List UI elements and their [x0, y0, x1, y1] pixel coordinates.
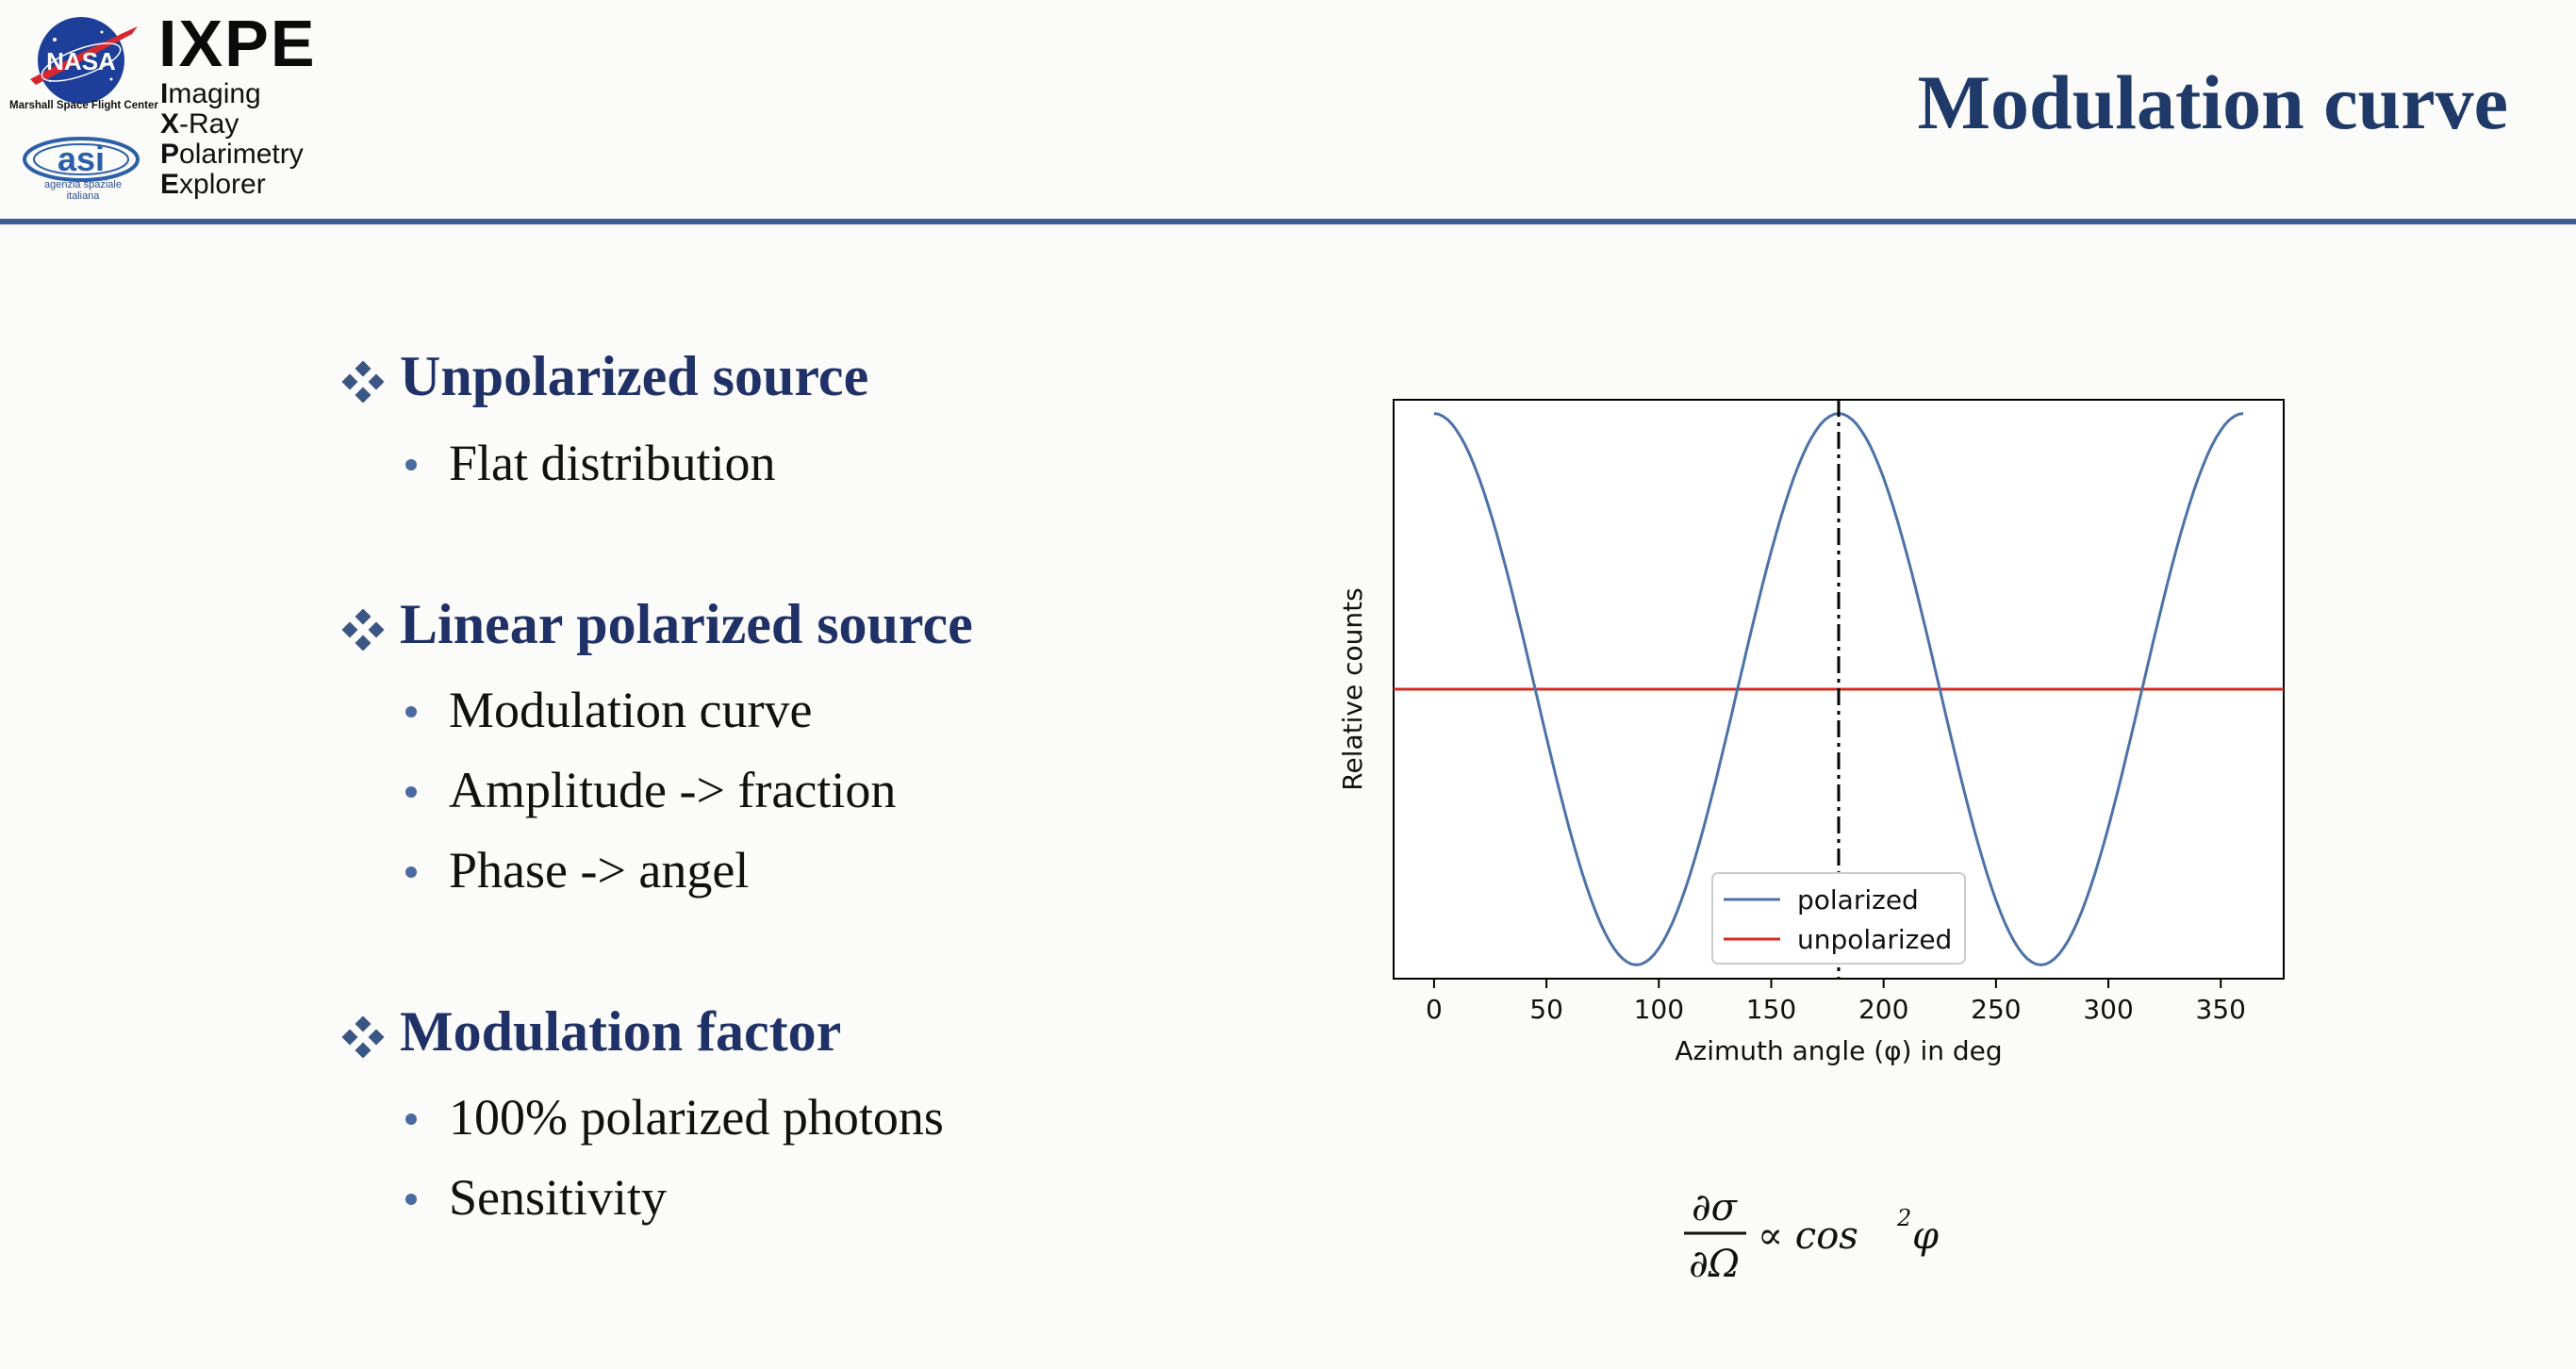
x-tick-label: 150	[1746, 994, 1796, 1025]
section-heading-modulation-factor: Modulation factor	[338, 999, 841, 1064]
nasa-logo-text: NASA	[46, 47, 116, 75]
x-tick-label: 250	[1971, 994, 2021, 1025]
list-item: Flat distribution	[405, 434, 776, 492]
ixpe-title: IXPE	[158, 7, 317, 80]
x-axis-label: Azimuth angle (φ) in deg	[1675, 1035, 2002, 1066]
list-item: Sensitivity	[405, 1168, 667, 1227]
ixpe-line-polarimetry: Polarimetry	[160, 139, 304, 170]
ixpe-expansion: Imaging X-Ray Polarimetry Explorer	[160, 79, 304, 200]
list-item: 100% polarized photons	[405, 1088, 944, 1146]
asi-caption-line-1: agenzia spaziale	[44, 179, 122, 190]
legend-label-unpolarized: unpolarized	[1797, 924, 1952, 955]
list-item: Phase -> angel	[405, 841, 749, 899]
header-divider	[0, 219, 2576, 224]
formula-denominator: ∂Ω	[1689, 1243, 1740, 1286]
section-heading-unpolarized: Unpolarized source	[338, 344, 868, 409]
ixpe-line-explorer: Explorer	[160, 169, 266, 200]
formula-tail: φ	[1912, 1214, 1939, 1258]
asi-logo-text: asi	[58, 140, 105, 178]
formula-rhs: ∝ cos	[1758, 1214, 1858, 1258]
list-item: Amplitude -> fraction	[405, 761, 896, 819]
x-tick-label: 300	[2083, 994, 2133, 1025]
x-tick-label: 350	[2196, 994, 2246, 1025]
ixpe-line-xray: X-Ray	[160, 108, 239, 140]
modulation-chart: 0 50 100 150 200 250 300 350 Azimuth angle (φ) …	[1337, 399, 2285, 1066]
legend-box	[1711, 872, 1966, 965]
ixpe-line-imaging: Imaging	[160, 78, 261, 109]
x-axis-ticks: 0 50 100 150 200 250 300 350	[1426, 979, 2246, 1025]
legend-label-polarized: polarized	[1797, 884, 1919, 915]
x-tick-label: 50	[1529, 994, 1563, 1025]
diamond-bullet-icon	[341, 1016, 385, 1059]
cross-section-formula: ∂σ ∂Ω ∝ cos 2 φ	[1684, 1186, 1939, 1286]
y-axis-label: Relative counts	[1337, 587, 1368, 790]
bullet-dot-icon	[405, 705, 417, 717]
formula-numerator: ∂σ	[1692, 1186, 1739, 1229]
x-tick-label: 200	[1858, 994, 1908, 1025]
diamond-bullet-icon	[341, 609, 385, 652]
section-heading-linear-polarized: Linear polarized source	[338, 592, 973, 657]
bullet-dot-icon	[405, 866, 417, 878]
chart-legend: polarized unpolarized	[1711, 872, 1966, 965]
bullet-dot-icon	[405, 1193, 417, 1205]
x-tick-label: 100	[1634, 994, 1684, 1025]
asi-caption: agenzia spaziale italiana	[26, 179, 140, 202]
bullet-dot-icon	[405, 785, 417, 798]
bullet-dot-icon	[405, 1113, 417, 1125]
slide-title: Modulation curve	[1917, 59, 2508, 145]
msfc-label: Marshall Space Flight Center	[9, 100, 158, 111]
asi-caption-line-2: italiana	[66, 190, 100, 202]
asi-logo: asi	[23, 137, 140, 182]
formula-exponent: 2	[1896, 1205, 1911, 1231]
bullet-dot-icon	[405, 458, 417, 470]
nasa-logo: NASA	[30, 17, 138, 104]
list-item: Modulation curve	[405, 681, 812, 739]
diamond-bullet-icon	[341, 361, 385, 404]
x-tick-label: 0	[1426, 994, 1443, 1025]
